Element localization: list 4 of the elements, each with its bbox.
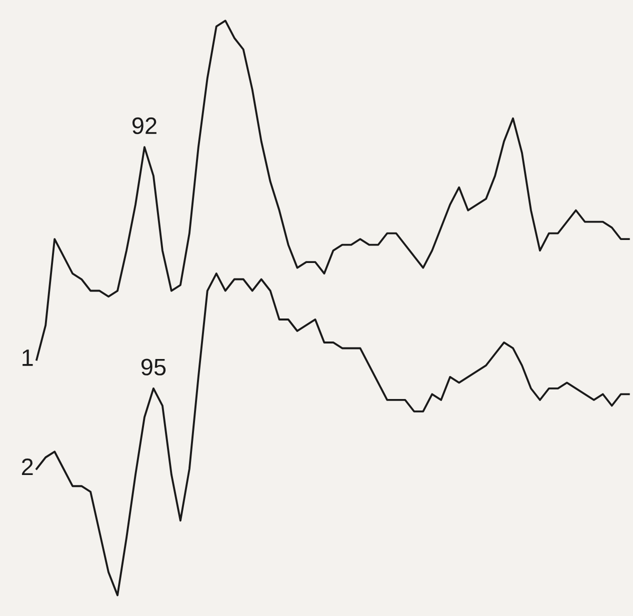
series-label: 2 [22,458,33,475]
annotation: 95 [141,358,166,376]
series-label: 1 [22,350,33,366]
annotation: 92 [132,117,156,134]
